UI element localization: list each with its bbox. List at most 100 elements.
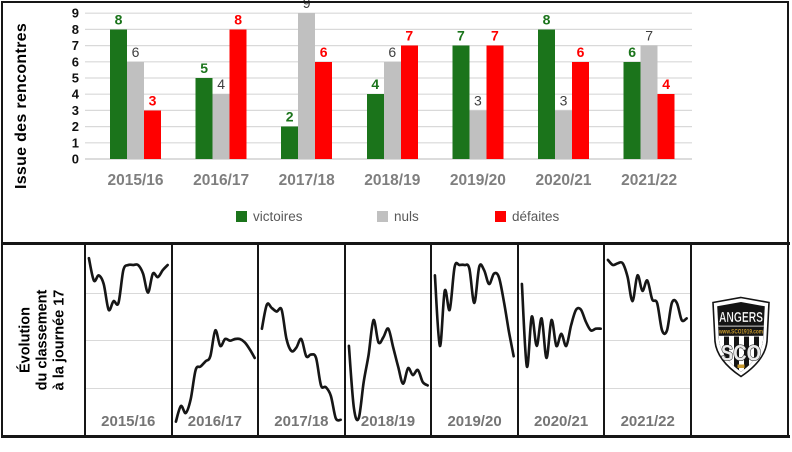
panel-gridline xyxy=(345,387,431,389)
y-tick-label: 7 xyxy=(72,38,79,53)
bar-value-label: 6 xyxy=(320,44,328,60)
legend-item-défaites: défaites xyxy=(495,209,559,224)
panel-gridline xyxy=(259,292,344,294)
logo-monogram-text: SCO xyxy=(721,341,761,366)
bar-nuls-2019-20 xyxy=(469,110,487,159)
season-label: 2017/18 xyxy=(274,413,329,430)
bar-défaites-2018-19 xyxy=(400,45,418,159)
angers-sco-logo: ANGERS www.SCO1919.com SCO xyxy=(712,296,770,378)
legend-item-nuls: nuls xyxy=(377,209,419,224)
bar-value-label: 7 xyxy=(645,28,653,44)
legend-swatch-nuls xyxy=(377,211,388,222)
bar-value-label: 7 xyxy=(405,28,413,44)
bar-chart-legend: victoires nuls défaites xyxy=(0,209,792,231)
bar-value-label: 4 xyxy=(371,76,379,92)
panel-gridline xyxy=(605,340,690,341)
panel-gridline xyxy=(86,292,171,294)
ranking-sparkline xyxy=(87,256,169,312)
panel-gridline xyxy=(432,340,517,341)
y-tick-label: 4 xyxy=(72,87,80,102)
bar-nuls-2021-22 xyxy=(640,45,658,159)
panel-gridline xyxy=(518,387,604,389)
bar-nuls-2015-16 xyxy=(127,61,144,159)
bar-victoires-2018-19 xyxy=(366,94,384,159)
panel-gridline xyxy=(432,387,517,389)
sparkline-panel-2018-19: 2018/19 xyxy=(345,245,433,435)
bar-value-label: 8 xyxy=(543,11,551,27)
bar-défaites-2021-22 xyxy=(657,94,675,159)
y-tick-label: 3 xyxy=(72,103,79,118)
legend-label-victoires: victoires xyxy=(253,209,303,224)
ranking-sparkline xyxy=(520,282,602,368)
legend-item-victoires: victoires xyxy=(236,209,303,224)
sparkline-panel-2020-21: 2020/21 xyxy=(518,245,606,435)
season-label: 2020/21 xyxy=(534,413,589,430)
bar-value-label: 9 xyxy=(303,0,311,11)
category-label: 2020/21 xyxy=(535,172,591,189)
y-tick-label: 2 xyxy=(72,119,79,134)
panel-gridline xyxy=(172,340,258,341)
legend-swatch-défaites xyxy=(495,211,506,222)
season-label: 2021/22 xyxy=(620,413,675,430)
logo-band-text: www.SCO1919.com xyxy=(718,330,763,336)
panel-gridline xyxy=(605,387,690,389)
category-label: 2018/19 xyxy=(364,172,420,189)
y-tick-label: 8 xyxy=(72,22,79,37)
bar-value-label: 7 xyxy=(491,28,499,44)
bar-victoires-2016-17 xyxy=(195,78,213,159)
bar-nuls-2016-17 xyxy=(212,94,230,159)
sparklines-title-cell: Évolution du classement à la journée 17 xyxy=(2,245,86,435)
category-label: 2021/22 xyxy=(621,172,677,189)
bar-victoires-2020-21 xyxy=(538,29,555,160)
bar-value-label: 6 xyxy=(577,44,585,60)
ranking-sparkline xyxy=(260,302,343,422)
sparklines-title-line1: Évolution xyxy=(17,306,34,374)
sparklines-title-line2: du classement xyxy=(34,289,51,391)
y-tick-label: 0 xyxy=(72,152,79,167)
bar-défaites-2016-17 xyxy=(229,29,247,160)
bar-value-label: 3 xyxy=(474,92,482,108)
panel-gridline xyxy=(432,292,517,294)
bar-victoires-2021-22 xyxy=(623,61,641,159)
legend-label-défaites: défaites xyxy=(512,209,560,224)
bar-value-label: 8 xyxy=(115,11,123,27)
category-label: 2015/16 xyxy=(107,172,163,189)
category-label: 2019/20 xyxy=(450,172,506,189)
bar-défaites-2017-18 xyxy=(315,61,333,159)
panel-gridline xyxy=(345,292,431,294)
category-label: 2016/17 xyxy=(193,172,249,189)
sparklines-title: Évolution du classement à la journée 17 xyxy=(17,247,68,433)
ranking-sparkline xyxy=(174,329,256,423)
season-label: 2016/17 xyxy=(187,413,242,430)
panel-gridline xyxy=(86,340,171,341)
bar-value-label: 3 xyxy=(560,92,568,108)
sparklines-section: Évolution du classement à la journée 17 … xyxy=(2,242,790,438)
panel-gridline xyxy=(86,387,171,389)
logo-cell: ANGERS www.SCO1919.com SCO xyxy=(692,245,790,435)
panel-gridline xyxy=(518,340,604,341)
season-label: 2015/16 xyxy=(101,413,156,430)
bar-value-label: 2 xyxy=(286,109,294,125)
y-tick-label: 5 xyxy=(72,71,79,86)
panel-gridline xyxy=(345,340,431,341)
panel-gridline xyxy=(518,292,604,294)
ranking-sparkline xyxy=(607,258,689,336)
sparklines-title-line3: à la journée 17 xyxy=(51,289,68,391)
bar-value-label: 4 xyxy=(662,76,670,92)
ranking-sparkline xyxy=(433,261,516,358)
bar-nuls-2020-21 xyxy=(555,110,572,159)
bar-victoires-2019-20 xyxy=(452,45,470,159)
bar-victoires-2015-16 xyxy=(110,29,127,160)
bar-défaites-2020-21 xyxy=(572,61,589,159)
legend-label-nuls: nuls xyxy=(394,209,419,224)
panel-gridline xyxy=(172,387,258,389)
bar-value-label: 3 xyxy=(149,92,157,108)
sparkline-panel-2021-22: 2021/22 xyxy=(605,245,692,435)
y-tick-label: 1 xyxy=(72,135,79,150)
panel-gridline xyxy=(605,292,690,294)
panel-gridline xyxy=(172,292,258,294)
bar-nuls-2017-18 xyxy=(298,13,316,160)
bar-value-label: 4 xyxy=(217,76,225,92)
bar-value-label: 6 xyxy=(132,44,140,60)
